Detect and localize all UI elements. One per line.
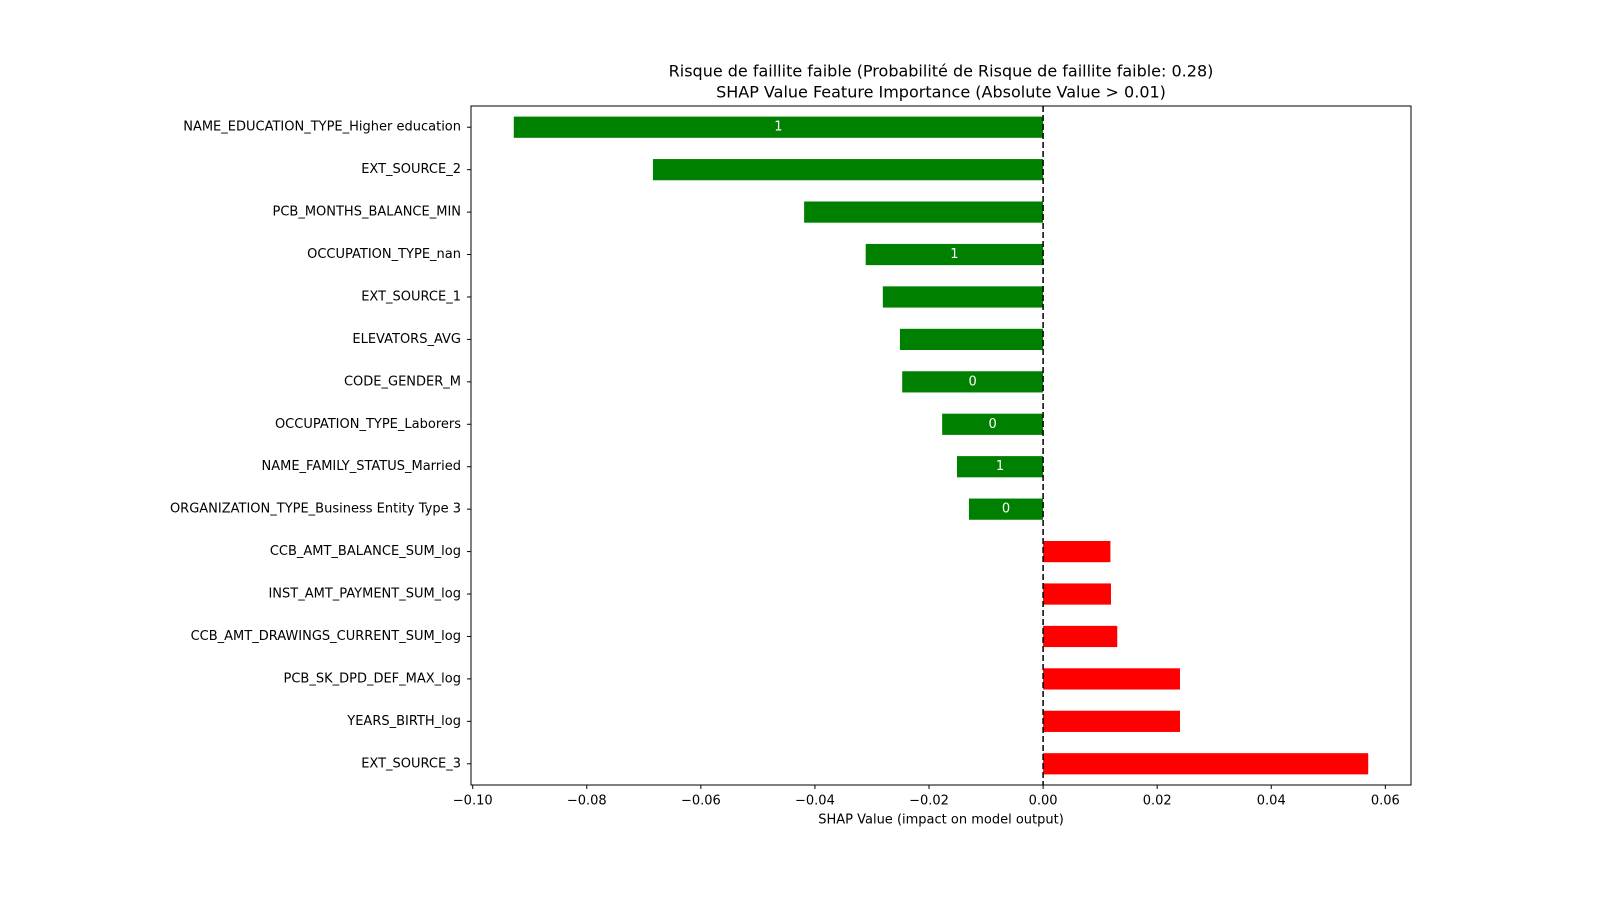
y-tick-label: CCB_AMT_BALANCE_SUM_log [270, 544, 461, 559]
y-tick-label: OCCUPATION_TYPE_nan [307, 247, 461, 262]
y-tick-label: NAME_EDUCATION_TYPE_Higher education [183, 120, 461, 135]
bar [902, 371, 1044, 393]
y-tick-label: OCCUPATION_TYPE_Laborers [275, 417, 461, 432]
y-tick-label: ELEVATORS_AVG [352, 332, 461, 347]
x-axis-label: SHAP Value (impact on model output) [818, 813, 1064, 828]
y-tick-label: CODE_GENDER_M [344, 374, 461, 389]
x-tick-label: −0.10 [453, 794, 493, 809]
y-tick-label: NAME_FAMILY_STATUS_Married [261, 459, 461, 474]
y-tick-label: PCB_MONTHS_BALANCE_MIN [272, 205, 461, 220]
bar [804, 201, 1044, 223]
y-tick-label: INST_AMT_PAYMENT_SUM_log [268, 587, 461, 602]
bar-label: 1 [996, 459, 1004, 474]
bar-label: 0 [969, 374, 977, 389]
x-tick-label: 0.06 [1371, 794, 1400, 809]
y-tick-label: PCB_SK_DPD_DEF_MAX_log [283, 671, 461, 686]
bar [652, 159, 1044, 181]
y-tick-label: CCB_AMT_DRAWINGS_CURRENT_SUM_log [191, 629, 461, 644]
bar [956, 456, 1044, 478]
x-tick-label: 0.04 [1257, 794, 1286, 809]
bar-label: 0 [1002, 502, 1010, 517]
y-tick-label: EXT_SOURCE_2 [361, 162, 461, 177]
y-tick-label: ORGANIZATION_TYPE_Business Entity Type 3 [170, 502, 461, 517]
bar-label: 1 [774, 120, 782, 135]
chart-subtitle: SHAP Value Feature Importance (Absolute … [716, 83, 1166, 102]
x-tick-label: −0.02 [909, 794, 949, 809]
bar [1043, 625, 1118, 648]
bar [865, 243, 1044, 266]
y-tick-label: YEARS_BIRTH_log [346, 714, 461, 729]
plot-frame [470, 105, 1412, 786]
bar [1043, 583, 1111, 605]
bar [1043, 710, 1180, 732]
bar [882, 286, 1044, 308]
bar [942, 413, 1044, 435]
bar-label: 1 [950, 247, 958, 262]
x-tick-label: −0.08 [567, 794, 607, 809]
y-tick-label: EXT_SOURCE_3 [361, 756, 461, 771]
x-tick-label: 0.00 [1029, 794, 1058, 809]
bar [1043, 753, 1369, 775]
x-tick-label: −0.06 [681, 794, 721, 809]
chart-title: Risque de faillite faible (Probabilité d… [669, 62, 1214, 81]
bar [513, 116, 1044, 138]
x-tick-label: −0.04 [795, 794, 835, 809]
bar [899, 328, 1044, 351]
bar-label: 0 [988, 417, 996, 432]
bar [1043, 668, 1180, 690]
bar [968, 498, 1044, 520]
x-tick-label: 0.02 [1143, 794, 1172, 809]
y-tick-label: EXT_SOURCE_1 [361, 289, 461, 304]
bar [1043, 540, 1111, 563]
